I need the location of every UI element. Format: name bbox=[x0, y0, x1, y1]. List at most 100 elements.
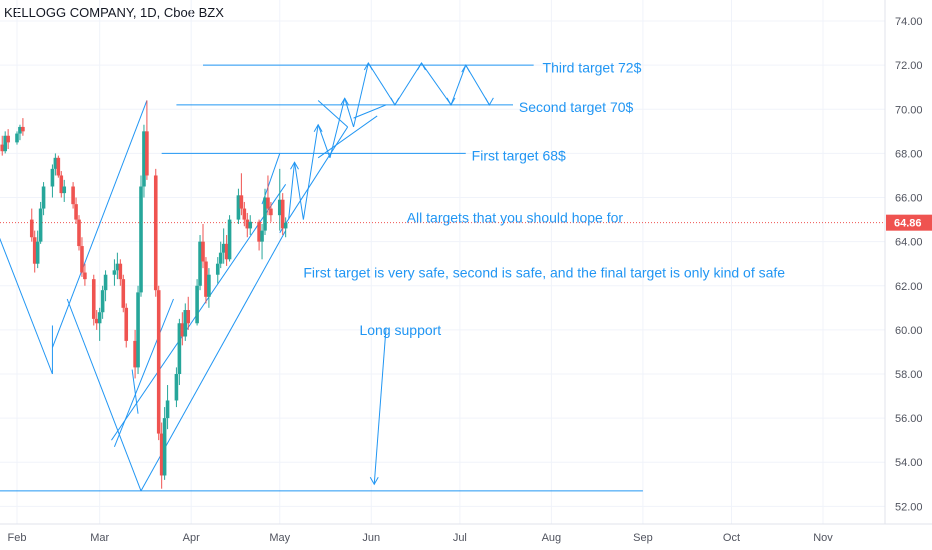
candle bbox=[266, 175, 270, 216]
trend-line[interactable] bbox=[317, 115, 378, 159]
candle bbox=[207, 268, 211, 308]
candle-body bbox=[29, 219, 34, 238]
y-tick-label: 74.00 bbox=[895, 16, 923, 28]
trend-line[interactable] bbox=[317, 100, 349, 128]
candle bbox=[80, 237, 84, 277]
candle-body bbox=[3, 135, 7, 152]
trend-line[interactable] bbox=[450, 65, 467, 106]
candle-body bbox=[198, 241, 202, 286]
trend-line[interactable] bbox=[353, 104, 387, 119]
candle-body bbox=[18, 126, 22, 134]
trend-line[interactable] bbox=[344, 98, 355, 128]
candle-body bbox=[201, 241, 205, 262]
time-axis[interactable]: Feb Mar Apr May Jun Jul Aug Sep Oct Nov bbox=[8, 532, 834, 544]
candle bbox=[124, 303, 129, 348]
candle-body bbox=[32, 237, 37, 264]
annotation-third-target: Third target 72$ bbox=[543, 59, 642, 75]
candle-body bbox=[100, 290, 105, 313]
candle bbox=[41, 182, 46, 216]
candle bbox=[215, 257, 220, 284]
candle bbox=[260, 224, 264, 260]
trend-line[interactable] bbox=[367, 62, 396, 106]
candle-body bbox=[91, 279, 96, 319]
x-tick-label: Apr bbox=[183, 532, 200, 544]
trend-line[interactable] bbox=[294, 162, 304, 220]
arrowhead bbox=[446, 97, 456, 106]
candle-body bbox=[136, 292, 140, 368]
candle bbox=[97, 307, 102, 341]
candle bbox=[115, 252, 120, 280]
candle-body bbox=[165, 400, 170, 419]
candle-body bbox=[277, 199, 282, 216]
y-tick-label: 58.00 bbox=[895, 369, 923, 381]
candle bbox=[242, 201, 247, 227]
candle bbox=[174, 367, 179, 408]
x-tick-label: Feb bbox=[8, 532, 27, 544]
candle bbox=[177, 318, 182, 386]
trend-line[interactable] bbox=[51, 100, 148, 348]
candle-body bbox=[6, 135, 10, 143]
annotations: Third target 72$ Second target 70$ First t… bbox=[303, 59, 785, 338]
trend-line[interactable] bbox=[353, 62, 369, 128]
candle-body bbox=[74, 204, 78, 220]
candle bbox=[118, 259, 123, 286]
trend-line[interactable] bbox=[317, 124, 331, 158]
trend-line[interactable] bbox=[0, 237, 53, 375]
drawing-layer[interactable] bbox=[0, 61, 643, 492]
candle bbox=[248, 215, 253, 236]
x-tick-label: Nov bbox=[813, 532, 833, 544]
candle-body bbox=[248, 221, 253, 229]
candle bbox=[18, 124, 22, 141]
candle-body bbox=[215, 263, 220, 275]
candle-body bbox=[80, 246, 84, 273]
trend-line[interactable] bbox=[288, 162, 296, 220]
candle-body bbox=[177, 323, 182, 374]
candle bbox=[283, 217, 288, 238]
trend-line[interactable] bbox=[394, 62, 422, 106]
candle-body bbox=[59, 175, 64, 194]
candle-body bbox=[112, 270, 117, 275]
candle-body bbox=[204, 261, 208, 297]
current-price-badge: 64.86 bbox=[886, 214, 932, 231]
candle-body bbox=[186, 310, 191, 324]
candle bbox=[21, 118, 25, 136]
candle bbox=[77, 215, 81, 251]
candle bbox=[94, 310, 99, 330]
trend-line[interactable] bbox=[302, 124, 319, 220]
arrowhead bbox=[484, 97, 494, 106]
arrowhead bbox=[363, 61, 373, 71]
candle-body bbox=[77, 219, 81, 247]
candle-body bbox=[0, 144, 5, 152]
arrowhead bbox=[313, 123, 323, 132]
candle-body bbox=[195, 285, 199, 324]
trend-line[interactable] bbox=[279, 126, 349, 234]
candle bbox=[224, 235, 229, 266]
candle bbox=[6, 129, 10, 149]
trend-line[interactable] bbox=[66, 298, 142, 492]
candle bbox=[103, 270, 108, 302]
y-tick-label: 60.00 bbox=[895, 325, 923, 337]
trend-line[interactable] bbox=[131, 369, 139, 414]
y-tick-label: 68.00 bbox=[895, 148, 923, 160]
annotation-second-target: Second target 70$ bbox=[519, 99, 634, 115]
candle bbox=[38, 201, 43, 244]
candle bbox=[201, 224, 205, 269]
candle bbox=[74, 197, 78, 224]
candle-body bbox=[50, 168, 55, 187]
trend-line[interactable] bbox=[113, 298, 174, 447]
trend-line[interactable] bbox=[329, 98, 346, 158]
gridlines bbox=[0, 0, 885, 524]
x-tick-label: Aug bbox=[542, 532, 562, 544]
candle bbox=[180, 312, 185, 346]
candle-body bbox=[207, 274, 211, 297]
price-axis[interactable]: 52.00 54.00 56.00 58.00 60.00 62.00 64.00 66.00… bbox=[895, 16, 923, 513]
x-tick-label: Jul bbox=[453, 532, 467, 544]
trend-line[interactable] bbox=[421, 62, 452, 106]
candle-body bbox=[260, 230, 264, 242]
candle bbox=[0, 135, 5, 156]
trend-line[interactable] bbox=[373, 327, 387, 485]
symbol-title: KELLOGG COMPANY, 1D, Cboe BZX bbox=[4, 5, 224, 20]
candle bbox=[100, 285, 105, 319]
candle-body bbox=[103, 274, 108, 291]
